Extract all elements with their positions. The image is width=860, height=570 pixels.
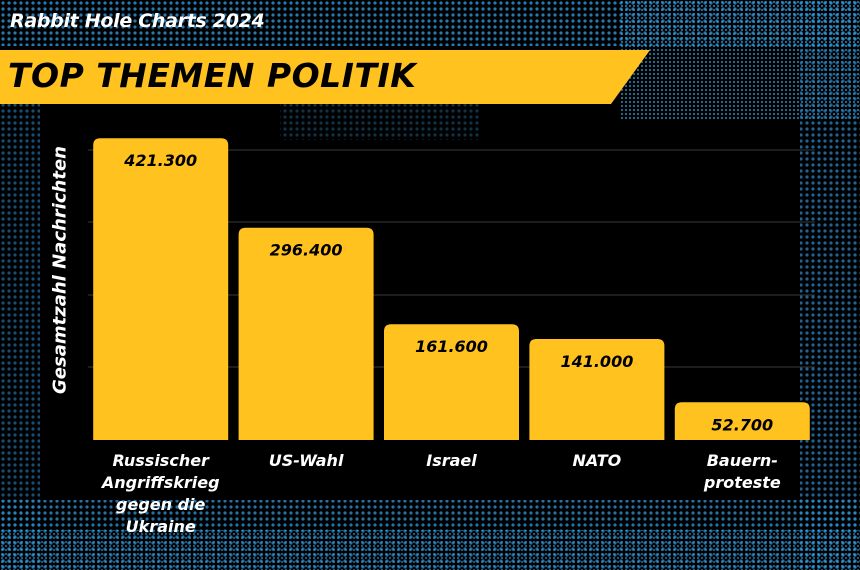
category-label-line: proteste <box>703 473 781 492</box>
category-label-line: Angriffskrieg <box>100 473 220 492</box>
bar <box>674 402 810 440</box>
chart-title: TOP THEMEN POLITIK <box>8 56 417 95</box>
category-label-line: Russischer <box>112 451 210 470</box>
bar-value-label: 296.400 <box>270 241 343 260</box>
category-label: NATO <box>573 451 622 470</box>
bar <box>529 339 665 440</box>
category-label: US-Wahl <box>269 451 344 470</box>
bar <box>384 324 519 440</box>
category-label-line: gegen die <box>116 495 206 514</box>
category-label-line: Israel <box>426 451 477 470</box>
category-label-line: Ukraine <box>126 517 196 536</box>
bar-value-label: 421.300 <box>123 151 197 170</box>
category-label-line: US-Wahl <box>269 451 344 470</box>
bar-value-label: 52.700 <box>711 415 773 434</box>
category-label: Israel <box>426 451 477 470</box>
bar <box>238 227 374 440</box>
category-label: Russischer Angriffskrieg gegen die Ukraine <box>100 451 220 536</box>
bar-value-label: 161.600 <box>415 337 488 356</box>
category-label-line: NATO <box>573 451 622 470</box>
kicker-title: Rabbit Hole Charts 2024 <box>10 10 265 32</box>
title-banner: TOP THEMEN POLITIK <box>0 50 650 104</box>
bar-value-label: 141.000 <box>560 352 633 371</box>
bar <box>93 138 229 440</box>
category-label-line: Bauern- <box>707 451 778 470</box>
category-label: Bauern-proteste <box>703 451 781 492</box>
